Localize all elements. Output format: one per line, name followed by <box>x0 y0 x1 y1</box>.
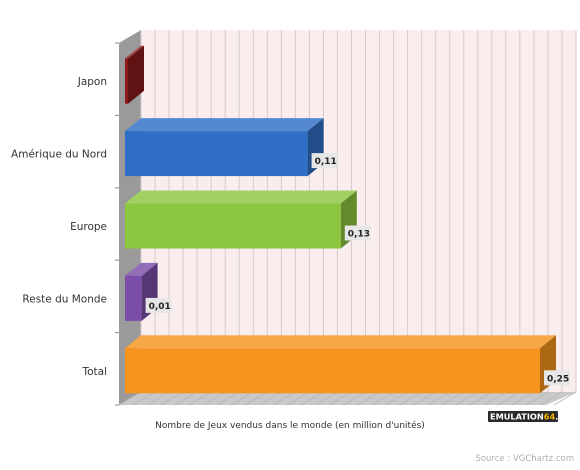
bar-front-face <box>125 58 128 104</box>
source-note: Source : VGChartz.com <box>475 454 574 464</box>
data-label-box <box>145 297 172 313</box>
floor-gridline <box>231 391 254 406</box>
bar-total <box>125 335 556 394</box>
floor-gridline <box>455 391 479 406</box>
floor-gridline <box>202 391 226 406</box>
category-label: Total <box>81 366 107 378</box>
data-label: 0,11 <box>311 153 338 169</box>
floor-gridline <box>371 391 394 406</box>
data-label-box <box>544 370 570 386</box>
bar-front-face <box>125 203 341 249</box>
bar-japon <box>125 45 144 104</box>
logo-text-highlight: 64 <box>544 412 556 422</box>
floor-gridline <box>216 391 240 406</box>
emulation64-logo: EMULATION64.FR <box>488 411 571 422</box>
floor-gridline <box>245 391 268 406</box>
bar-top-face <box>125 262 158 276</box>
floor-gridline <box>511 391 535 406</box>
floor-gridline <box>525 391 549 406</box>
bar-front-face <box>125 131 308 177</box>
floor-gridline <box>483 391 507 406</box>
floor-gridline <box>329 391 352 406</box>
floor-gridline <box>301 391 324 406</box>
data-label: 0,01 <box>145 297 172 313</box>
data-label-text: 0,13 <box>348 230 370 240</box>
floor-gridline <box>174 391 198 406</box>
floor-gridline <box>469 391 493 406</box>
bar-top-face <box>125 118 324 132</box>
floor-gridline <box>160 391 184 406</box>
category-label: Europe <box>70 221 107 233</box>
data-label-text: 0,11 <box>315 157 337 167</box>
data-label-box <box>311 153 338 169</box>
category-labels: Japon Amérique du Nord Europe Reste du Mond… <box>11 76 107 378</box>
data-label-box <box>344 225 371 241</box>
bar-top-face <box>125 190 357 204</box>
bar-top-face <box>125 45 144 59</box>
category-label: Amérique du Nord <box>11 149 107 161</box>
logo-text-left: EMULATION <box>490 412 544 422</box>
svg-text:EMULATION64.FR: EMULATION64.FR <box>490 412 571 422</box>
floor-gridline <box>553 391 577 406</box>
floor-gridline <box>259 391 282 406</box>
bar-front-face <box>125 275 142 321</box>
floor-gridline <box>385 391 408 406</box>
bar-europe <box>125 190 357 249</box>
floor-gridline <box>357 391 380 406</box>
bar-top-face <box>125 335 556 349</box>
x-axis-label: Nombre de Jeux vendus dans le monde (en … <box>155 420 425 431</box>
bars <box>125 45 556 394</box>
data-label-text: 0,25 <box>547 374 569 384</box>
bar-front-face <box>125 348 540 394</box>
floor-gridline <box>287 391 310 406</box>
floor-gridline <box>399 391 422 406</box>
floor-gridline <box>497 391 521 406</box>
data-labels: 0,11 0,13 0,01 0,25 <box>145 153 570 386</box>
category-label: Japon <box>77 76 107 88</box>
logo-text-right: .FR <box>555 412 571 422</box>
floor-gridline <box>132 391 156 406</box>
floor-gridline <box>315 391 338 406</box>
data-label: 0,25 <box>544 370 570 386</box>
floor-gridline <box>441 391 464 406</box>
floor-gridline <box>146 391 170 406</box>
floor-gridline <box>413 391 436 406</box>
data-label: 0,13 <box>344 225 371 241</box>
floor-gridline <box>427 391 450 406</box>
floor-gridline <box>188 391 212 406</box>
data-label-text: 0,01 <box>149 302 171 312</box>
bar-am-rique-du-nord <box>125 118 324 177</box>
floor-gridline <box>273 391 296 406</box>
bar-end-face <box>128 45 144 104</box>
floor-gridline <box>118 391 142 406</box>
floor-gridline <box>343 391 366 406</box>
floor-gridline <box>539 391 563 406</box>
category-label: Reste du Monde <box>22 293 107 305</box>
